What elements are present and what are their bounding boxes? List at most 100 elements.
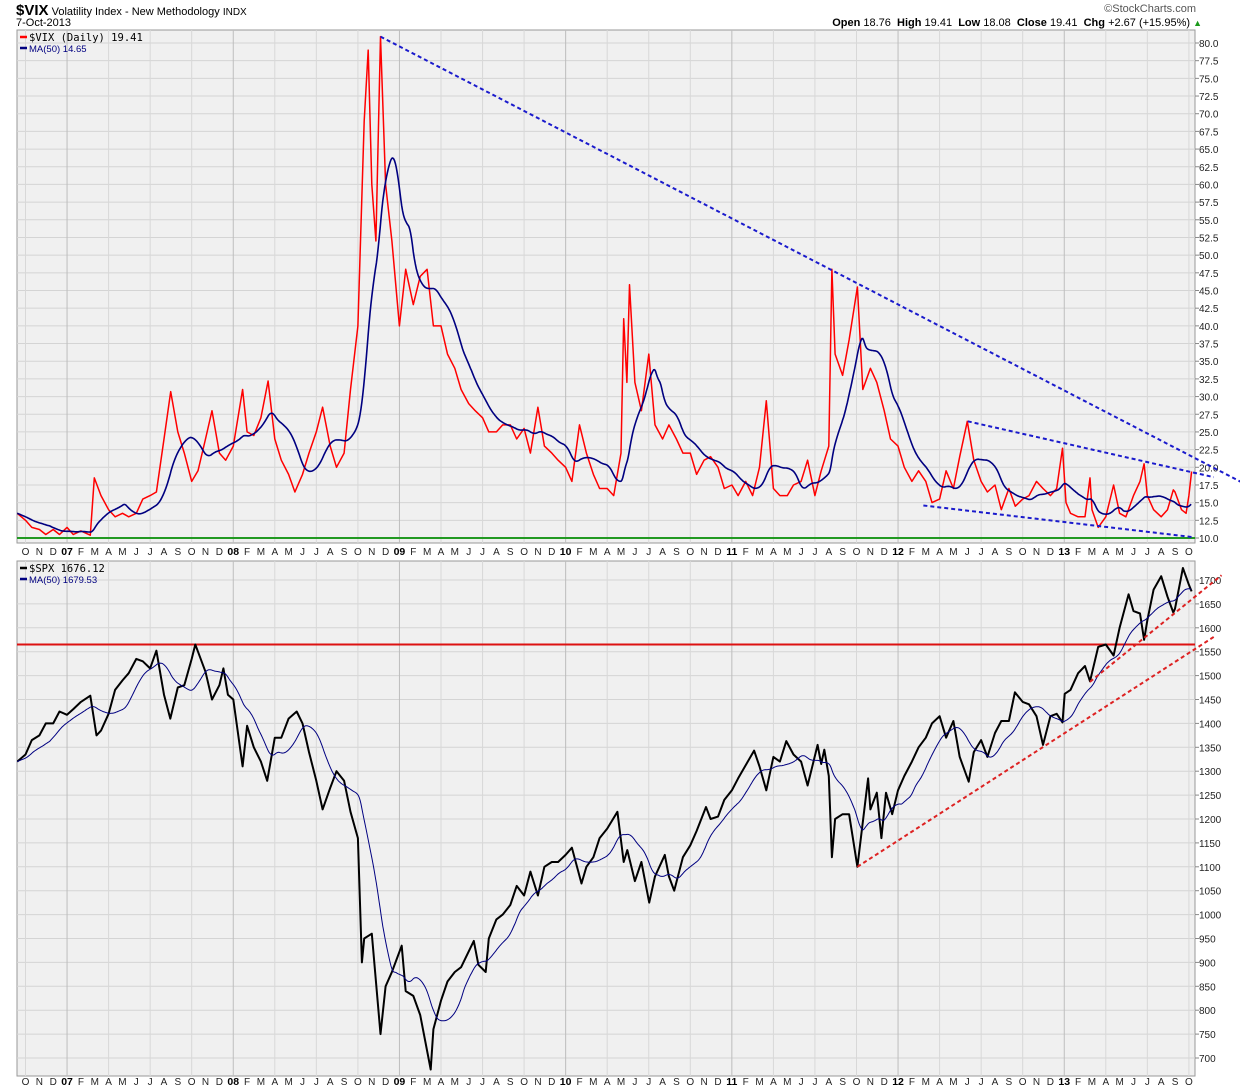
x-tick-label: 09 [394,1076,406,1088]
trendline [856,636,1215,868]
x-tick-label: A [825,547,832,558]
y-tick-label: 22.5 [1199,446,1219,457]
ohlc-summary: Open 18.76 High 19.41 Low 18.08 Close 19… [832,17,1202,29]
x-tick-label: O [853,1077,861,1088]
y-tick-label: 45.0 [1199,287,1219,298]
y-tick-label: 1450 [1199,696,1222,707]
x-tick-label: F [410,1077,416,1088]
x-tick-label: F [78,1077,84,1088]
x-tick-label: O [354,547,362,558]
y-tick-label: 77.5 [1199,57,1219,68]
x-tick-label: N [534,547,541,558]
x-tick-label: J [632,547,637,558]
x-tick-label: A [992,547,999,558]
x-tick-label: A [825,1077,832,1088]
y-tick-label: 12.5 [1199,516,1219,527]
x-tick-label: 13 [1058,1076,1070,1088]
x-tick-label: D [714,547,721,558]
y-tick-label: 60.0 [1199,180,1219,191]
x-tick-label: D [1047,547,1054,558]
x-tick-label: O [22,547,30,558]
chart-title: $VIX Volatility Index - New Methodology … [16,2,247,19]
x-tick-label: A [936,1077,943,1088]
chg-label: Chg [1083,17,1105,29]
y-tick-label: 1700 [1199,576,1222,587]
x-tick-label: N [1033,547,1040,558]
x-tick-label: S [507,547,514,558]
x-tick-label: N [36,1077,43,1088]
x-tick-label: J [812,547,817,558]
x-tick-label: O [1185,1077,1193,1088]
x-tick-label: M [949,547,957,558]
high-value: 19.41 [924,17,953,29]
spx-panel: 1700 1650 1600 1550 1500 1450 1400 1350 1300 1250… [16,560,1223,1088]
x-tick-label: M [922,547,930,558]
x-tick-label: J [799,547,804,558]
close-value: 19.41 [1049,17,1078,29]
x-tick-label: 10 [560,1076,572,1088]
x-tick-label: S [175,547,182,558]
x-tick-label: M [922,1077,930,1088]
x-tick-label: S [341,1077,348,1088]
x-tick-label: A [493,1077,500,1088]
x-tick-label: J [979,1077,984,1088]
y-tick-label: 32.5 [1199,375,1219,386]
x-tick-label: J [812,1077,817,1088]
trendline [923,504,1195,539]
vix-line [17,35,1193,536]
x-tick-label: D [216,547,223,558]
y-tick-label: 1550 [1199,648,1222,659]
close-label: Close [1016,17,1047,29]
x-tick-label: F [743,547,749,558]
y-tick-label: 1100 [1199,863,1221,874]
x-tick-label: N [867,1077,874,1088]
y-tick-label: 47.5 [1199,269,1219,280]
x-tick-label: J [1131,547,1136,558]
high-label: High [897,17,922,29]
y-tick-label: 1400 [1199,719,1222,730]
y-tick-label: 700 [1199,1054,1216,1065]
x-tick-label: N [202,1077,209,1088]
x-tick-label: S [673,547,680,558]
x-tick-label: A [271,547,278,558]
x-tick-label: J [632,1077,637,1088]
x-tick-label: S [673,1077,680,1088]
open-label: Open [832,17,861,29]
x-tick-label: 11 [726,546,737,558]
x-tick-label: J [480,547,485,558]
x-tick-label: 08 [227,546,239,558]
x-tick-label: M [257,547,265,558]
x-tick-label: J [646,547,651,558]
x-tick-label: A [604,547,611,558]
y-tick-label: 62.5 [1199,163,1219,174]
legend-label: $SPX 1676.12 [29,563,105,575]
x-tick-label: S [1006,1077,1013,1088]
x-tick-label: A [604,1077,611,1088]
y-tick-label: 15.0 [1199,499,1219,510]
low-value: 18.08 [983,17,1011,29]
y-tick-label: 800 [1199,1006,1216,1017]
spx-line [17,567,1193,1071]
up-triangle-icon: ▲ [1193,18,1202,28]
x-tick-label: F [244,547,250,558]
x-tick-label: A [105,1077,112,1088]
x-tick-label: D [548,1077,555,1088]
x-tick-label: F [576,1077,582,1088]
x-tick-label: N [1033,1077,1040,1088]
x-tick-label: O [22,1077,30,1088]
x-tick-label: M [257,1077,265,1088]
x-tick-label: J [1145,1077,1150,1088]
x-tick-label: O [853,547,861,558]
x-tick-label: N [534,1077,541,1088]
y-tick-label: 42.5 [1199,304,1219,315]
trendline [1089,574,1223,683]
x-tick-label: A [770,1077,777,1088]
y-tick-label: 55.0 [1199,216,1219,227]
x-tick-label: M [755,547,763,558]
y-tick-label: 65.0 [1199,145,1219,156]
y-tick-label: 80.0 [1199,39,1219,50]
x-tick-label: 09 [394,546,406,558]
x-tick-label: J [300,1077,305,1088]
